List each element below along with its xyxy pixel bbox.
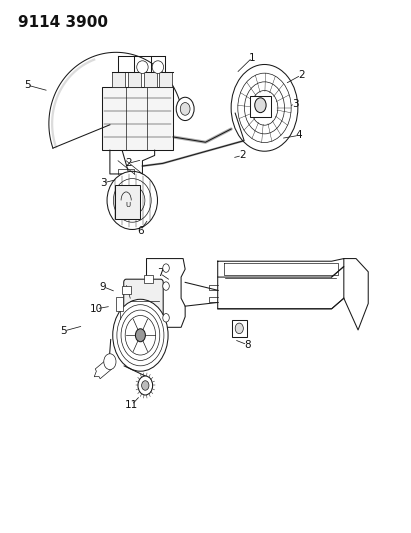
Text: 1: 1 (249, 53, 256, 62)
Circle shape (125, 316, 156, 355)
Text: 11: 11 (125, 400, 138, 410)
Bar (122, 286, 131, 294)
Circle shape (231, 64, 298, 151)
Text: 2: 2 (239, 150, 245, 160)
Circle shape (104, 354, 116, 369)
Circle shape (113, 300, 168, 371)
Ellipse shape (137, 61, 148, 74)
Circle shape (251, 91, 278, 125)
Text: 9: 9 (99, 281, 106, 292)
Text: 2: 2 (298, 70, 305, 80)
Text: U: U (126, 201, 131, 208)
Circle shape (238, 73, 291, 142)
Bar (159, 72, 172, 87)
Text: 5: 5 (60, 326, 67, 336)
Bar (231, 320, 247, 337)
Circle shape (121, 310, 160, 360)
Circle shape (176, 98, 194, 120)
Ellipse shape (107, 171, 157, 230)
Circle shape (138, 376, 152, 395)
Text: 3: 3 (292, 99, 298, 109)
Text: 4: 4 (296, 131, 302, 140)
Text: 5: 5 (24, 80, 30, 90)
Ellipse shape (120, 186, 145, 215)
Text: 6: 6 (137, 225, 144, 236)
Circle shape (163, 264, 169, 272)
FancyBboxPatch shape (124, 279, 163, 330)
Circle shape (245, 82, 284, 134)
FancyArrow shape (94, 359, 111, 379)
Bar (145, 72, 157, 87)
Ellipse shape (113, 179, 151, 222)
Circle shape (235, 323, 243, 334)
Text: 10: 10 (90, 304, 103, 314)
Circle shape (117, 305, 164, 366)
Bar (112, 72, 125, 87)
Text: 7: 7 (157, 269, 163, 278)
Circle shape (180, 102, 190, 115)
Bar (144, 275, 152, 284)
Ellipse shape (152, 61, 164, 74)
Bar (128, 72, 141, 87)
Bar (115, 184, 141, 219)
Bar (116, 297, 123, 311)
Circle shape (261, 103, 268, 113)
Bar (102, 87, 173, 150)
Text: 9114 3900: 9114 3900 (18, 15, 109, 30)
Text: 8: 8 (244, 340, 251, 350)
Text: 3: 3 (99, 178, 106, 188)
Circle shape (163, 313, 169, 322)
Circle shape (255, 98, 266, 112)
Bar (250, 96, 270, 117)
Text: 2: 2 (125, 158, 132, 168)
Circle shape (163, 282, 169, 290)
Circle shape (136, 329, 145, 342)
Circle shape (142, 381, 149, 390)
